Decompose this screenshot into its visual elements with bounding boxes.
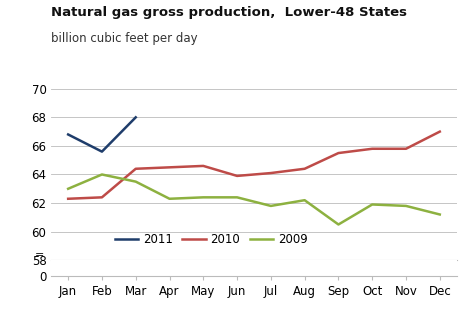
2010: [99, 196, 105, 199]
2009: [437, 213, 443, 217]
2010: [133, 167, 138, 171]
2009: [234, 196, 240, 199]
2011: [99, 150, 105, 153]
2009: [302, 198, 308, 202]
2009: [133, 180, 138, 184]
2010: [167, 165, 172, 169]
2010: [437, 130, 443, 133]
Line: 2011: 2011: [68, 117, 136, 152]
2009: [336, 223, 341, 226]
Legend: 2011, 2010, 2009: 2011, 2010, 2009: [110, 229, 313, 251]
2009: [268, 204, 274, 208]
2009: [200, 196, 206, 199]
2009: [167, 197, 172, 201]
2011: [65, 133, 71, 136]
2010: [403, 147, 409, 151]
Line: 2009: 2009: [68, 174, 440, 224]
2010: [302, 167, 308, 171]
Text: =: =: [35, 250, 44, 261]
2010: [370, 147, 375, 151]
2010: [268, 171, 274, 175]
Text: billion cubic feet per day: billion cubic feet per day: [51, 32, 198, 45]
2010: [200, 164, 206, 168]
2010: [336, 151, 341, 155]
2009: [370, 203, 375, 206]
2011: [133, 115, 138, 119]
2009: [65, 187, 71, 191]
2010: [234, 174, 240, 178]
2009: [403, 204, 409, 208]
2010: [65, 197, 71, 201]
Line: 2010: 2010: [68, 132, 440, 199]
2009: [99, 172, 105, 176]
Text: Natural gas gross production,  Lower-48 States: Natural gas gross production, Lower-48 S…: [51, 6, 407, 19]
